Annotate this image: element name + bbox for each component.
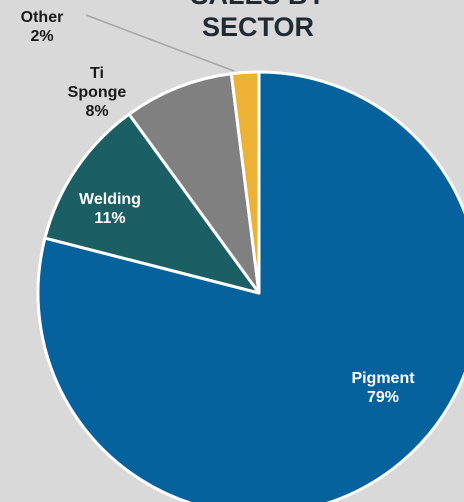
data-label-pct-pigment: 79% [367,389,399,406]
pie-slices [36,70,464,502]
data-label-name-ti-sponge: Ti [90,65,104,82]
leader-line-other [85,14,235,72]
chart-title: SALES BY SECTOR [190,0,325,42]
data-label-name-ti-sponge: Sponge [68,84,127,101]
pie-labels: Pigment 79% Welding 11% Ti Sponge 8% Other 2% [21,9,416,406]
pie-slice-ti-sponge [127,72,261,295]
data-label-pct-other: 2% [30,28,53,45]
data-label-name-welding: Welding [79,191,141,208]
data-label-name-other: Other [21,9,64,26]
data-label-name-pigment: Pigment [351,370,415,387]
chart-title-line-2: SECTOR [202,12,314,42]
data-label-pct-ti-sponge: 8% [85,103,108,120]
pie-slice-pigment [36,70,464,502]
data-label-pct-welding: 11% [94,210,125,227]
pie-slice-welding [43,112,261,295]
chart-title-line-1: SALES BY [190,0,325,10]
pie-slice-other [229,70,261,295]
